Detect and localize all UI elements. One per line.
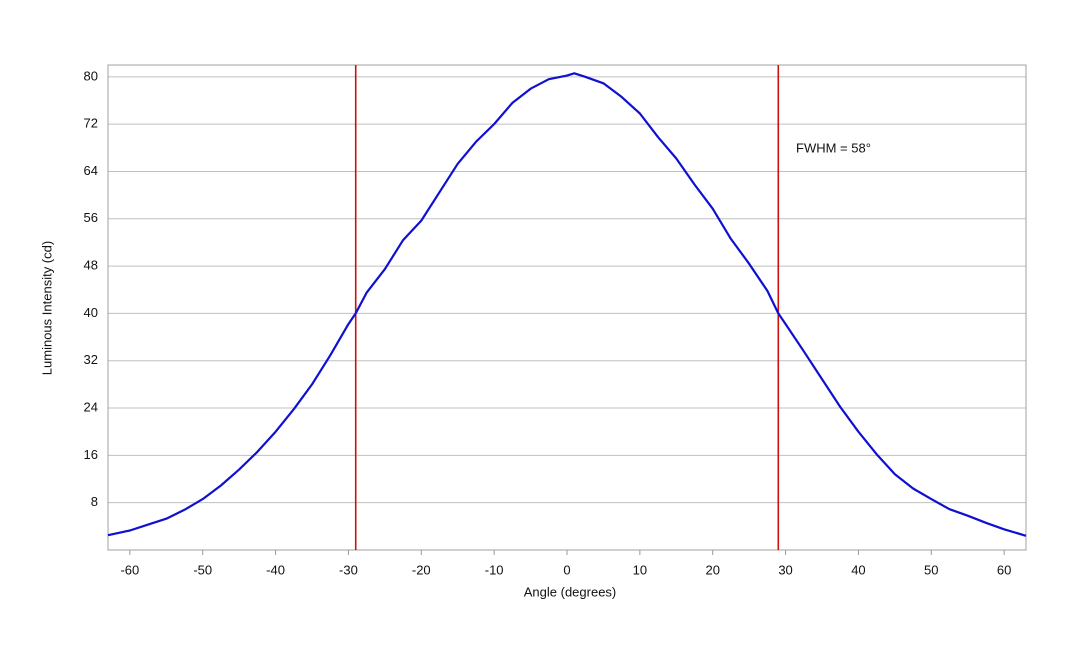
x-tick-label: -20 [412, 562, 431, 577]
y-tick-label: 16 [84, 447, 98, 462]
y-tick-label: 64 [84, 163, 98, 178]
y-tick-label: 72 [84, 116, 98, 131]
y-tick-label: 24 [84, 399, 98, 414]
x-tick-label: 40 [851, 562, 865, 577]
y-tick-label: 40 [84, 305, 98, 320]
plot-frame [107, 64, 1027, 551]
x-tick-label: 50 [924, 562, 938, 577]
y-tick-label: 32 [84, 352, 98, 367]
y-tick-label: 80 [84, 68, 98, 83]
x-axis-label: Angle (degrees) [524, 584, 617, 599]
x-tick-label: -50 [193, 562, 212, 577]
x-tick-label: 30 [778, 562, 792, 577]
y-tick-label: 56 [84, 210, 98, 225]
x-tick-label: 10 [633, 562, 647, 577]
x-tick-label: -40 [266, 562, 285, 577]
y-axis-label: Luminous Intensity (cd) [39, 241, 54, 375]
x-tick-label: 0 [563, 562, 570, 577]
x-tick-label: -10 [485, 562, 504, 577]
x-tick-label: -60 [120, 562, 139, 577]
data-line [107, 72, 1027, 537]
y-tick-label: 8 [91, 494, 98, 509]
y-tick-label: 48 [84, 258, 98, 273]
x-tick-label: 60 [997, 562, 1011, 577]
x-tick-label: -30 [339, 562, 358, 577]
x-tick-label: 20 [705, 562, 719, 577]
annotation: FWHM = 58° [796, 140, 871, 155]
